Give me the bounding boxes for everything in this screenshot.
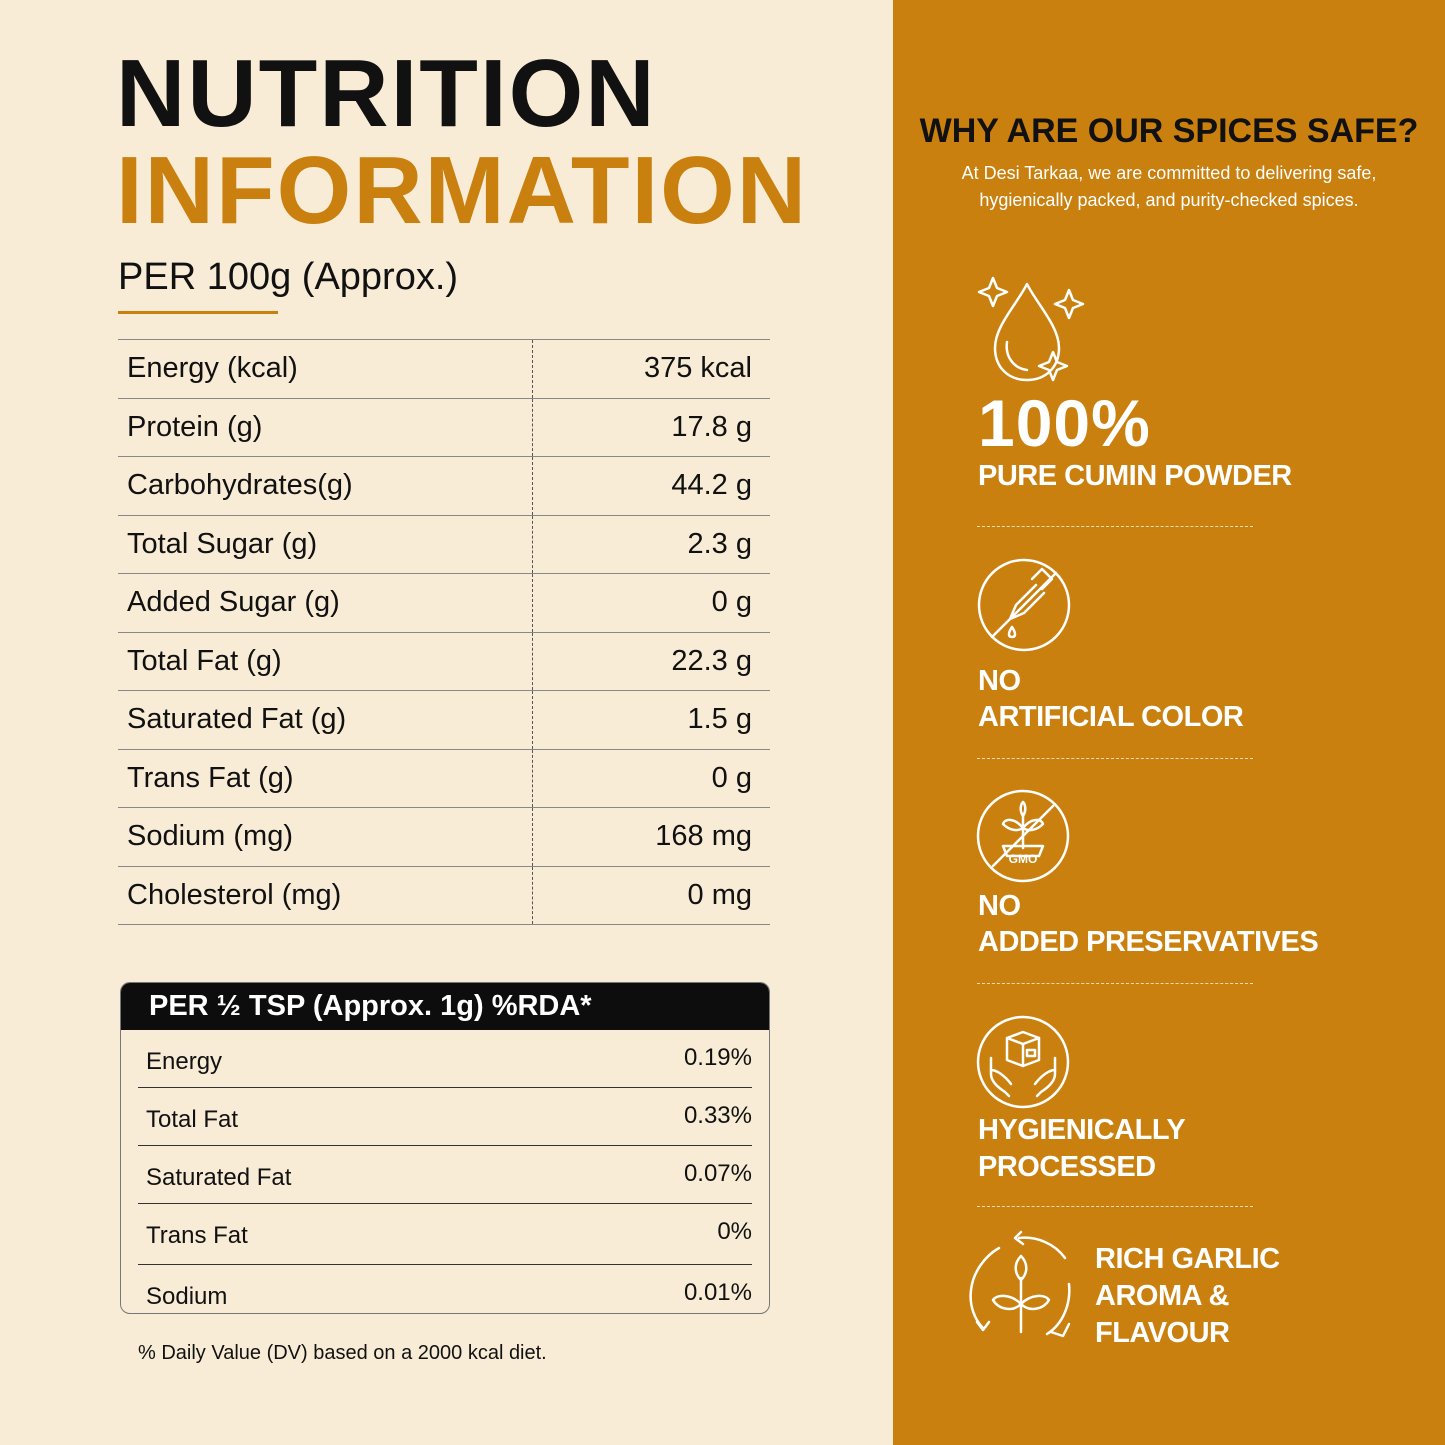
nutrient-value: 0 g xyxy=(532,748,770,808)
rda-header: PER ½ TSP (Approx. 1g) %RDA* xyxy=(121,983,769,1030)
nutrient-value: 168 mg xyxy=(532,807,770,866)
feature-text: AROMA & xyxy=(1095,1280,1229,1312)
nutrient-label: Saturated Fat (g) xyxy=(118,690,533,749)
rda-row: Saturated Fat 0.07% xyxy=(138,1146,752,1204)
rda-label: Saturated Fat xyxy=(146,1164,292,1191)
safety-subtitle: At Desi Tarkaa, we are committed to deli… xyxy=(961,163,1377,210)
rda-value: 0% xyxy=(717,1218,752,1245)
table-row: Added Sugar (g) 0 g xyxy=(118,573,770,632)
nutrient-value: 2.3 g xyxy=(532,514,770,574)
feature-text: FLAVOUR xyxy=(1095,1317,1230,1349)
nutrient-value: 44.2 g xyxy=(532,456,770,515)
table-row: Energy (kcal) 375 kcal xyxy=(118,339,770,398)
nutrient-value: 0 g xyxy=(532,573,770,632)
rda-row: Total Fat 0.33% xyxy=(138,1088,752,1146)
nutrient-label: Protein (g) xyxy=(118,397,533,457)
nutrient-label: Added Sugar (g) xyxy=(118,573,533,632)
nutrient-label: Carbohydrates(g) xyxy=(118,456,533,515)
per-100g-label: PER 100g (Approx.) xyxy=(118,256,459,298)
gmo-text: GMO xyxy=(1009,852,1038,866)
rda-row: Sodium 0.01% xyxy=(138,1265,752,1313)
table-row: Cholesterol (mg) 0 mg xyxy=(118,865,770,925)
rda-row: Trans Fat 0% xyxy=(138,1204,752,1265)
feature-text: RICH GARLIC xyxy=(1095,1243,1280,1275)
feature-text: ARTIFICIAL COLOR xyxy=(978,701,1244,733)
rda-value: 0.19% xyxy=(683,1044,752,1071)
rda-label: Energy xyxy=(146,1048,223,1075)
table-row: Sodium (mg) 168 mg xyxy=(118,807,770,866)
footnote: % Daily Value (DV) based on a 2000 kcal … xyxy=(138,1342,547,1364)
table-row: Saturated Fat (g) 1.5 g xyxy=(118,690,770,749)
feature-headline: 100% xyxy=(978,386,1151,460)
nutrition-panel: NUTRITION INFORMATION PER 100g (Approx.)… xyxy=(116,40,809,1364)
sparkle-drop-icon xyxy=(973,270,1093,390)
rda-value: 0.01% xyxy=(683,1279,752,1306)
table-row: Trans Fat (g) 0 g xyxy=(118,748,770,808)
feature-text: NO xyxy=(978,665,1021,697)
table-row: Total Fat (g) 22.3 g xyxy=(118,631,770,691)
no-dropper-icon xyxy=(976,557,1072,653)
recycle-leaf-icon xyxy=(959,1228,1083,1352)
rda-label: Total Fat xyxy=(146,1106,239,1133)
rda-value: 0.33% xyxy=(683,1102,752,1129)
divider xyxy=(977,983,1253,984)
nutrient-label: Energy (kcal) xyxy=(118,339,533,398)
divider xyxy=(977,1206,1253,1207)
rda-label: Sodium xyxy=(146,1283,228,1310)
hands-box-icon xyxy=(975,1014,1071,1110)
nutrient-value: 1.5 g xyxy=(532,690,770,749)
table-row: Carbohydrates(g) 44.2 g xyxy=(118,456,770,515)
nutrient-label: Sodium (mg) xyxy=(118,807,533,866)
per-100g-underline xyxy=(118,311,278,314)
feature-text: HYGIENICALLY xyxy=(978,1114,1186,1146)
feature-text: ADDED PRESERVATIVES xyxy=(978,926,1319,958)
nutrition-table: Energy (kcal) 375 kcal Protein (g) 17.8 g … xyxy=(118,339,770,925)
rda-label: Trans Fat xyxy=(146,1222,248,1249)
divider xyxy=(977,526,1253,527)
feature-text: PROCESSED xyxy=(978,1151,1156,1183)
nutrient-label: Total Sugar (g) xyxy=(118,514,533,574)
table-row: Protein (g) 17.8 g xyxy=(118,397,770,457)
title-line-2: INFORMATION xyxy=(116,137,809,244)
rda-box: PER ½ TSP (Approx. 1g) %RDA* Energy 0.19%… xyxy=(120,982,770,1314)
nutrient-label: Trans Fat (g) xyxy=(118,748,533,808)
nutrient-value: 22.3 g xyxy=(532,631,770,691)
nutrient-label: Total Fat (g) xyxy=(118,631,533,691)
nutrient-value: 0 mg xyxy=(532,865,770,925)
table-row: Total Sugar (g) 2.3 g xyxy=(118,514,770,574)
rda-row: Energy 0.19% xyxy=(138,1030,752,1088)
safety-panel: WHY ARE OUR SPICES SAFE? At Desi Tarkaa,… xyxy=(893,0,1445,1445)
nutrient-value: 17.8 g xyxy=(532,397,770,457)
feature-text: NO xyxy=(978,890,1021,922)
title-line-1: NUTRITION xyxy=(116,40,657,147)
nutrient-value: 375 kcal xyxy=(532,339,770,398)
feature-text: PURE CUMIN POWDER xyxy=(978,460,1292,492)
no-gmo-icon: GMO xyxy=(975,788,1071,884)
nutrient-label: Cholesterol (mg) xyxy=(118,865,533,925)
divider xyxy=(977,758,1253,759)
rda-value: 0.07% xyxy=(683,1160,752,1187)
safety-title: WHY ARE OUR SPICES SAFE? xyxy=(919,112,1419,150)
